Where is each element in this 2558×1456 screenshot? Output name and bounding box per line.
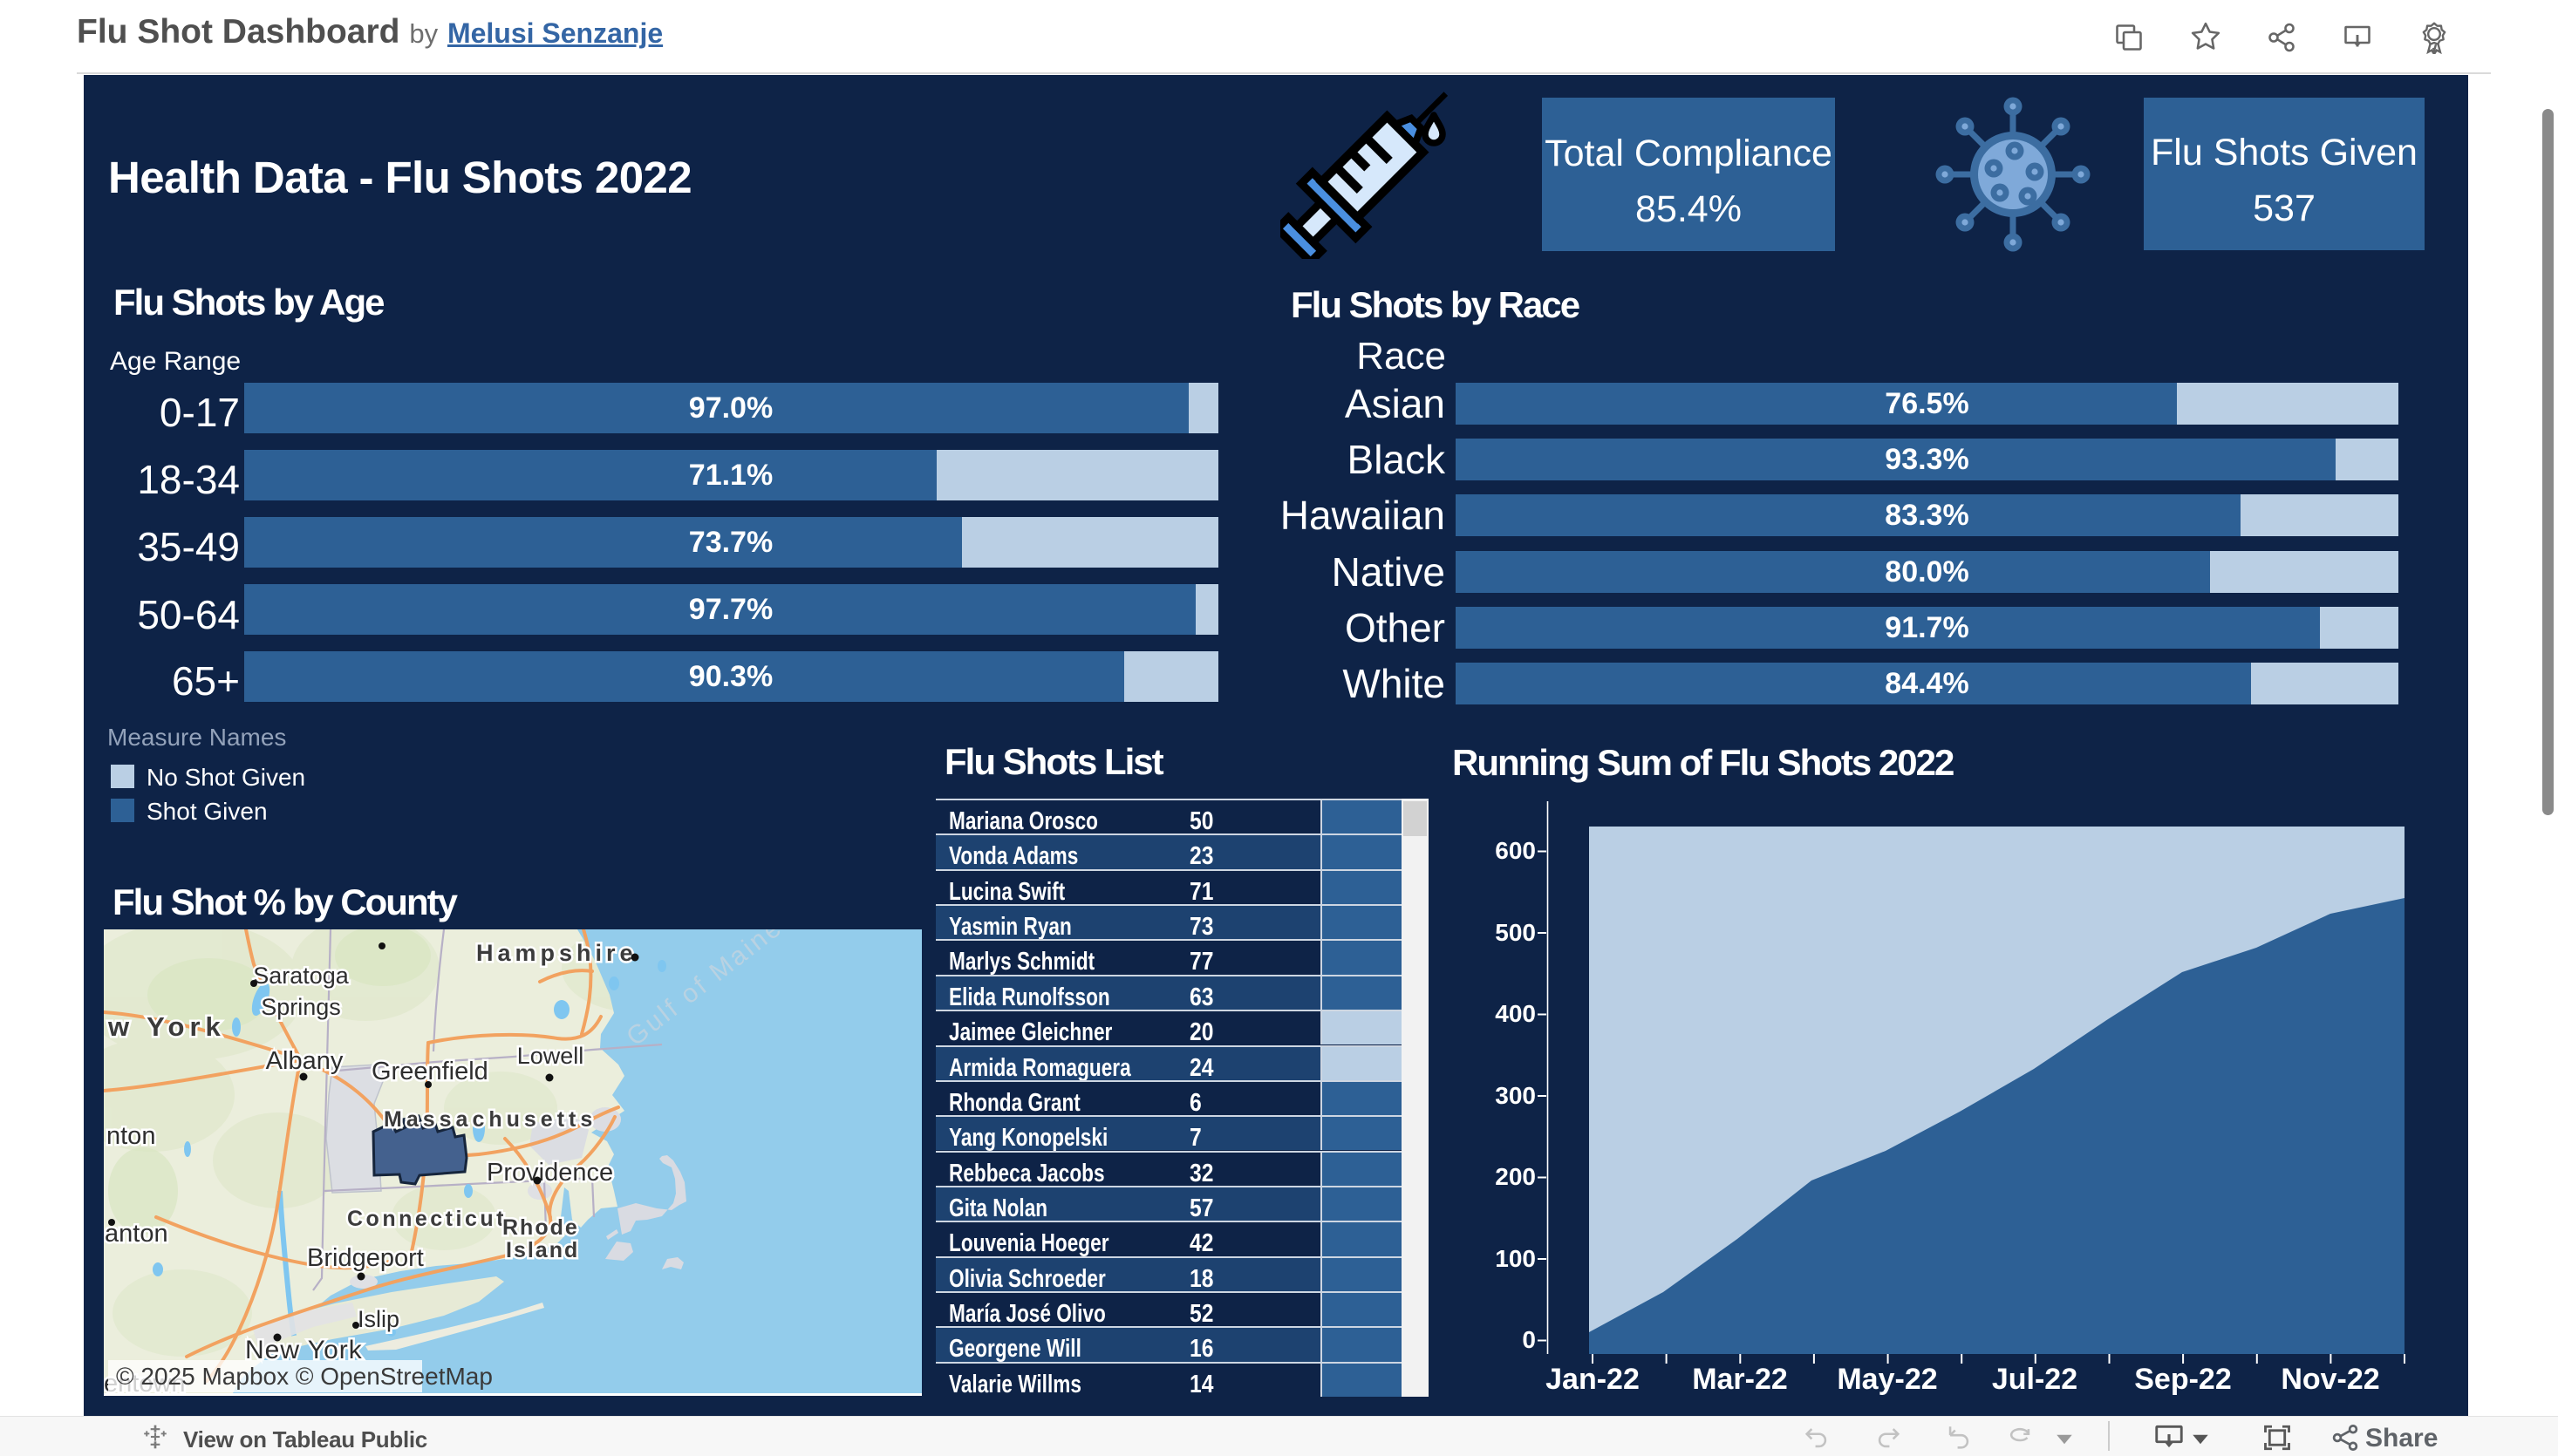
svg-text:New York: New York [245, 1336, 363, 1364]
svg-text:Lowell: Lowell [517, 1043, 584, 1069]
svg-text:Islip: Islip [358, 1306, 399, 1332]
svg-text:nton: nton [106, 1122, 155, 1150]
svg-text:Greenfield: Greenfield [372, 1058, 488, 1085]
svg-text:Bridgeport: Bridgeport [307, 1244, 424, 1272]
svg-text:Albany: Albany [266, 1047, 344, 1075]
svg-text:Saratoga: Saratoga [253, 963, 350, 989]
svg-text:Island: Island [506, 1238, 579, 1262]
svg-text:Springs: Springs [261, 994, 341, 1020]
svg-text:Providence: Providence [487, 1159, 613, 1187]
svg-text:Rhode: Rhode [502, 1215, 579, 1240]
svg-text:Massachusetts: Massachusetts [384, 1107, 597, 1132]
svg-text:Hampshire: Hampshire [476, 940, 638, 966]
svg-text:Connecticut: Connecticut [347, 1207, 507, 1231]
svg-text:© 2025 Mapbox © OpenStreetMap: © 2025 Mapbox © OpenStreetMap [116, 1363, 493, 1390]
svg-text:w York: w York [107, 1011, 226, 1042]
